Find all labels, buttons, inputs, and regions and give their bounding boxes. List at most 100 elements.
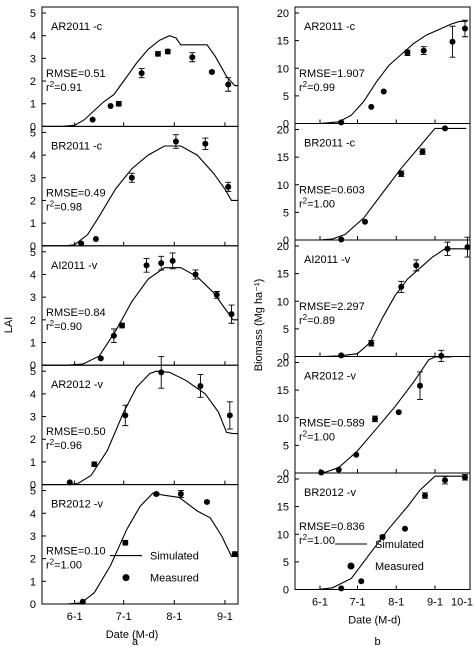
rmse-label: RMSE=1.907 <box>299 68 365 80</box>
measured-point <box>372 415 378 422</box>
y-tick-label: 4 <box>30 508 36 520</box>
measured-point <box>153 491 160 498</box>
legend-simulated-label: Simulated <box>375 539 424 551</box>
measured-point <box>92 235 99 242</box>
y-tick-label: 10 <box>277 529 289 541</box>
measured-point <box>66 479 73 486</box>
measured-point <box>158 369 165 376</box>
measured-point <box>438 352 445 359</box>
subplot-frame <box>41 484 239 605</box>
measured-point <box>442 477 448 484</box>
y-tick-label: 15 <box>277 152 289 164</box>
measured-point <box>338 236 345 243</box>
y-tick-label: 4 <box>30 31 36 43</box>
x-tick-label: 9-1 <box>217 611 233 623</box>
measured-point <box>353 451 360 458</box>
simulated-line <box>42 145 238 247</box>
y-tick-label: 5 <box>283 557 289 569</box>
y-tick-label: 5 <box>30 127 36 139</box>
measured-point <box>119 322 126 329</box>
y-tick-label: 2 <box>30 315 36 327</box>
y-tick-label: 10 <box>277 180 289 192</box>
measured-point <box>362 218 368 225</box>
rmse-label: RMSE=0.589 <box>299 418 365 430</box>
r2-label: r2=1.00 <box>299 533 335 548</box>
measured-point <box>158 260 165 267</box>
subplot-frame <box>294 472 471 590</box>
measured-point <box>404 49 411 56</box>
measured-point <box>208 68 215 75</box>
subplot-name: BR2012 -v <box>304 487 356 499</box>
y-tick-label: 20 <box>277 241 289 253</box>
simulated-line <box>42 370 238 486</box>
measured-point <box>189 54 196 61</box>
legend-measured-label: Measured <box>150 573 199 585</box>
panel-label: b <box>374 636 380 647</box>
measured-point <box>464 244 471 251</box>
subplot-name: AR2012 -v <box>51 379 103 391</box>
measured-point <box>128 174 135 181</box>
legend: Simulated Measured <box>110 551 199 585</box>
measured-point <box>338 352 345 359</box>
measured-point <box>79 598 86 605</box>
y-tick-label: 0 <box>30 121 36 133</box>
measured-point <box>89 116 96 123</box>
x-tick-label: 8-1 <box>388 597 404 609</box>
y-tick-label: 2 <box>30 434 36 446</box>
legend-point-symbol <box>122 574 130 582</box>
subplot-name: AR2011 -c <box>304 21 356 33</box>
y-tick-label: 3 <box>30 412 36 424</box>
measured-point <box>398 170 405 177</box>
r2-label: r2=0.98 <box>46 199 82 214</box>
y-tick-label: 20 <box>277 8 289 20</box>
measured-point <box>143 262 150 269</box>
y-tick-label: 0 <box>30 241 36 253</box>
legend: Simulated Measured <box>335 539 424 573</box>
y-axis-label: Biomass (Mg ha⁻¹) <box>253 279 265 372</box>
r2-label: r2=0.96 <box>46 438 82 453</box>
measured-point <box>398 283 405 290</box>
measured-point <box>197 382 204 389</box>
y-tick-label: 2 <box>30 195 36 207</box>
r2-label: r2=1.00 <box>46 557 82 572</box>
y-tick-label: 4 <box>30 269 36 281</box>
measured-point <box>97 355 104 362</box>
measured-point <box>213 291 220 298</box>
y-tick-label: 3 <box>30 53 36 65</box>
simulated-line <box>42 492 238 605</box>
measured-point <box>107 102 114 109</box>
y-tick-label: 0 <box>30 360 36 372</box>
y-axis-label: LAI <box>3 317 15 334</box>
x-tick-label: 7-1 <box>116 611 132 623</box>
measured-point <box>338 585 345 592</box>
y-tick-label: 0 <box>283 352 289 364</box>
measured-point <box>449 38 456 45</box>
measured-point <box>225 81 232 88</box>
y-tick-label: 1 <box>30 338 36 350</box>
measured-point <box>203 498 210 505</box>
y-tick-label: 5 <box>30 8 36 20</box>
measured-point <box>462 474 468 481</box>
y-tick-label: 1 <box>30 99 36 111</box>
measured-point <box>172 138 179 145</box>
x-tick-label: 10-1 <box>451 597 473 609</box>
y-tick-label: 1 <box>30 457 36 469</box>
measured-point <box>122 412 129 419</box>
y-tick-label: 0 <box>283 468 289 480</box>
measured-point <box>226 412 233 419</box>
y-tick-label: 3 <box>30 173 36 185</box>
x-tick-label: 6-1 <box>312 597 328 609</box>
subplot-name: BR2011 -c <box>304 138 356 150</box>
r2-label: r2=0.90 <box>46 318 82 333</box>
y-tick-label: 0 <box>283 235 289 247</box>
y-tick-label: 0 <box>30 480 36 492</box>
measured-point <box>442 125 448 132</box>
